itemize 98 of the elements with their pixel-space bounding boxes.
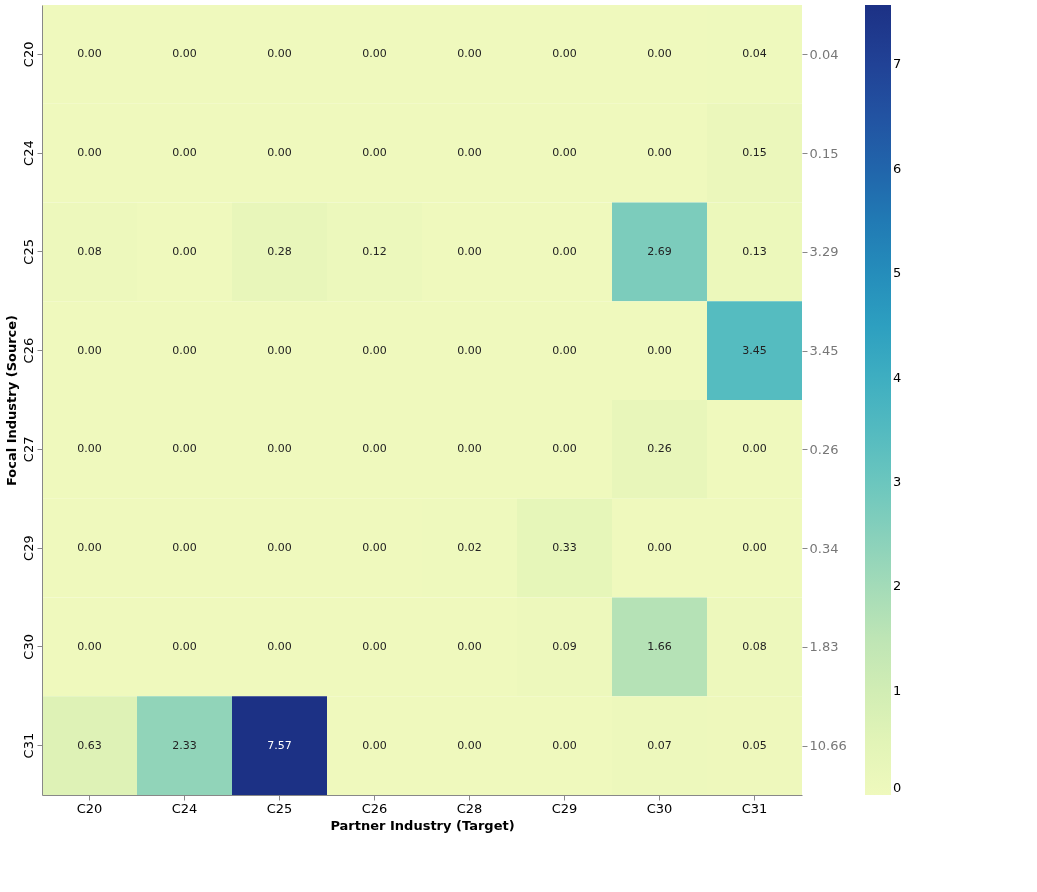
x-tick-label: C25 bbox=[266, 800, 293, 816]
data-label: 0.00 bbox=[552, 47, 577, 61]
x-axis-title: Partner Industry (Target) bbox=[330, 817, 515, 833]
color-bar-label: 7 bbox=[893, 56, 902, 72]
data-label: 0.00 bbox=[267, 639, 292, 653]
data-label: 0.09 bbox=[552, 639, 577, 653]
x-tick-label: C20 bbox=[76, 800, 103, 816]
data-label: 0.00 bbox=[172, 541, 197, 555]
x-tick-label: C30 bbox=[646, 800, 673, 816]
color-bar-label: 2 bbox=[893, 578, 902, 594]
data-label: 0.00 bbox=[552, 343, 577, 357]
color-bar-label: 0 bbox=[893, 780, 902, 795]
data-label: 0.00 bbox=[362, 343, 387, 357]
x-tick-label: C29 bbox=[551, 800, 578, 816]
data-label: 0.00 bbox=[457, 442, 482, 456]
data-label: 0.00 bbox=[172, 146, 197, 160]
data-label: 0.00 bbox=[267, 343, 292, 357]
data-label: 0.00 bbox=[362, 738, 387, 752]
data-label: 0.00 bbox=[362, 442, 387, 456]
y-axis-title: Focal Industry (Source) bbox=[3, 314, 19, 487]
y-tick-label: C27 bbox=[20, 436, 36, 463]
color-bar-label: 1 bbox=[893, 682, 902, 698]
data-label: 0.00 bbox=[457, 343, 482, 357]
data-label: 0.00 bbox=[742, 442, 767, 456]
data-label: 0.04 bbox=[742, 47, 767, 61]
data-label: 0.26 bbox=[647, 442, 672, 456]
data-label: 0.00 bbox=[742, 541, 767, 555]
data-label: 0.00 bbox=[77, 442, 102, 456]
data-label: 0.12 bbox=[362, 244, 387, 258]
y-tick-label: C30 bbox=[20, 634, 36, 660]
y-tick-label: C24 bbox=[20, 140, 36, 166]
x-tick-label: C24 bbox=[171, 800, 198, 816]
data-label: 0.00 bbox=[552, 146, 577, 160]
color-bar-label: 3 bbox=[893, 473, 902, 489]
x-tick-label: C26 bbox=[361, 800, 388, 816]
y2-tick-label: 0.34 bbox=[809, 540, 839, 556]
data-label: 0.63 bbox=[77, 738, 102, 752]
data-label: 0.00 bbox=[552, 442, 577, 456]
data-label: 0.00 bbox=[457, 146, 482, 160]
data-label: 0.00 bbox=[172, 442, 197, 456]
data-label: 0.00 bbox=[552, 244, 577, 258]
data-label: 0.00 bbox=[77, 343, 102, 357]
y-tick-label: C26 bbox=[20, 337, 36, 364]
data-label: 0.00 bbox=[172, 47, 197, 61]
y-tick-label: C29 bbox=[20, 535, 36, 561]
color-bar-label: 6 bbox=[893, 160, 902, 176]
data-label: 0.00 bbox=[362, 146, 387, 160]
data-label: 0.00 bbox=[77, 639, 102, 653]
data-label: 0.05 bbox=[742, 738, 767, 752]
data-label: 0.08 bbox=[742, 639, 767, 653]
data-label: 0.00 bbox=[172, 343, 197, 357]
data-label: 0.02 bbox=[457, 541, 482, 555]
data-label: 0.00 bbox=[647, 541, 672, 555]
data-label: 0.00 bbox=[457, 244, 482, 258]
data-label: 0.00 bbox=[647, 146, 672, 160]
data-label: 0.33 bbox=[552, 541, 577, 555]
data-label: 0.00 bbox=[267, 541, 292, 555]
data-label: 0.07 bbox=[647, 738, 672, 752]
data-label: 0.00 bbox=[457, 47, 482, 61]
y2-tick-label: 0.26 bbox=[809, 441, 839, 457]
data-label: 0.00 bbox=[362, 541, 387, 555]
data-label: 3.45 bbox=[742, 343, 767, 357]
data-label: 0.00 bbox=[457, 738, 482, 752]
y2-tick-label: 0.15 bbox=[809, 145, 839, 161]
data-label: 2.33 bbox=[172, 738, 197, 752]
data-label: 0.00 bbox=[77, 541, 102, 555]
y-tick-label: C20 bbox=[20, 41, 36, 68]
data-label: 0.08 bbox=[77, 244, 102, 258]
data-label: 0.00 bbox=[77, 146, 102, 160]
data-label: 1.66 bbox=[647, 639, 672, 653]
data-label: 0.13 bbox=[742, 244, 767, 258]
x-tick-label: C31 bbox=[741, 800, 768, 816]
data-label: 0.00 bbox=[172, 639, 197, 653]
data-label: 0.00 bbox=[647, 343, 672, 357]
y-tick-label: C31 bbox=[20, 732, 36, 759]
color-bar-label: 5 bbox=[893, 265, 902, 281]
data-label: 0.00 bbox=[362, 639, 387, 653]
y-tick-label: C25 bbox=[20, 239, 36, 265]
y2-tick-label: 1.83 bbox=[809, 639, 839, 655]
data-label: 0.15 bbox=[742, 146, 767, 160]
data-label: 0.00 bbox=[362, 47, 387, 61]
y2-tick-label: 0.04 bbox=[809, 46, 839, 62]
y2-tick-label: 3.45 bbox=[809, 343, 839, 359]
data-label: 0.00 bbox=[457, 639, 482, 653]
data-label: 0.00 bbox=[77, 47, 102, 61]
data-label: 7.57 bbox=[267, 738, 292, 752]
data-label: 0.00 bbox=[267, 146, 292, 160]
data-label: 0.00 bbox=[552, 738, 577, 752]
y2-tick-label: 3.29 bbox=[809, 244, 839, 260]
y2-tick-label: 10.66 bbox=[809, 738, 847, 754]
data-label: 0.00 bbox=[172, 244, 197, 258]
data-label: 0.28 bbox=[267, 244, 292, 258]
x-tick-label: C28 bbox=[456, 800, 483, 816]
data-label: 0.00 bbox=[267, 442, 292, 456]
data-label: 0.00 bbox=[647, 47, 672, 61]
color-bar-label: 4 bbox=[893, 369, 902, 385]
data-label: 0.00 bbox=[267, 47, 292, 61]
data-label: 2.69 bbox=[647, 244, 672, 258]
